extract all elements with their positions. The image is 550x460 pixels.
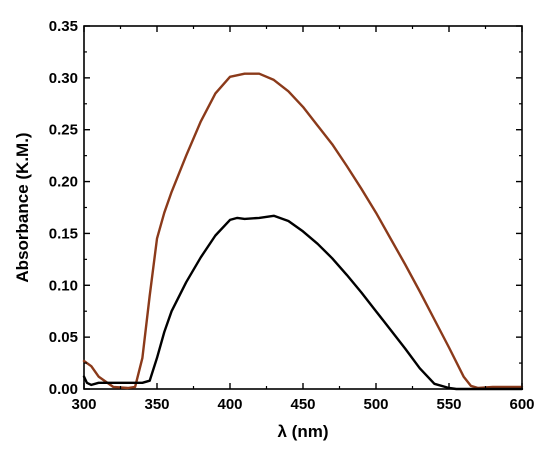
y-tick-label: 0.35	[49, 18, 78, 35]
series-layer	[82, 72, 524, 391]
y-tick-label: 0.00	[49, 381, 78, 398]
x-axis-label: λ (nm)	[278, 422, 329, 441]
y-tick-label: 0.30	[49, 70, 78, 87]
ticks: 300 350 400 450 500 550 600 0.00 0.05 0.10 0.15 0.2…	[49, 18, 535, 413]
plot-frame	[83, 25, 523, 390]
x-tick-label: 450	[290, 396, 315, 413]
series-line-2	[82, 214, 524, 391]
y-tick-label: 0.05	[49, 329, 78, 346]
y-axis-label: Absorbance (K.M.)	[13, 132, 32, 282]
x-tick-label: 550	[436, 396, 461, 413]
y-tick-label: 0.10	[49, 277, 78, 294]
x-tick-label: 600	[509, 396, 534, 413]
x-tick-label: 400	[217, 396, 242, 413]
y-tick-label: 0.20	[49, 174, 78, 191]
x-tick-label: 350	[144, 396, 169, 413]
x-tick-label: 500	[363, 396, 388, 413]
series-line-1	[82, 72, 524, 390]
x-tick-label: 300	[71, 396, 96, 413]
y-tick-label: 0.25	[49, 122, 78, 139]
y-tick-label: 0.15	[49, 225, 78, 242]
axes	[83, 25, 523, 390]
